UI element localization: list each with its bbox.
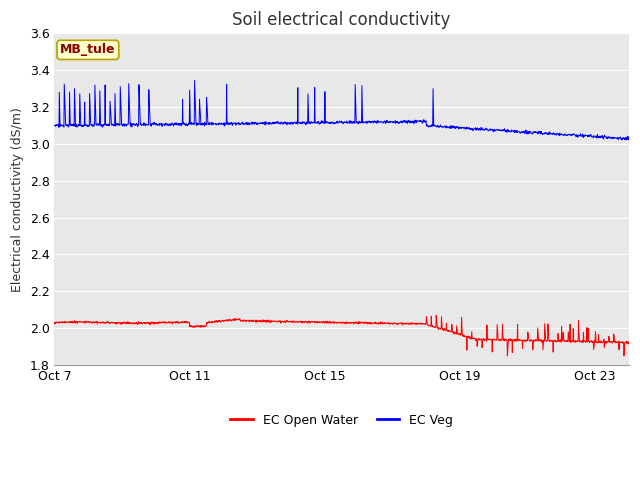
Text: MB_tule: MB_tule xyxy=(60,43,116,56)
Title: Soil electrical conductivity: Soil electrical conductivity xyxy=(232,11,451,29)
Y-axis label: Electrical conductivity (dS/m): Electrical conductivity (dS/m) xyxy=(11,107,24,292)
Legend: EC Open Water, EC Veg: EC Open Water, EC Veg xyxy=(225,409,458,432)
